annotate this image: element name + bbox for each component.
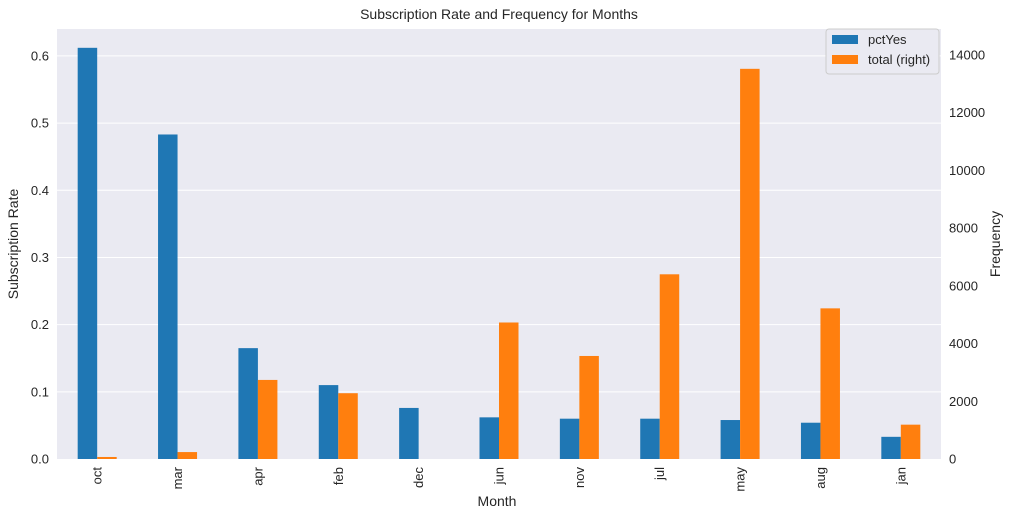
x-tick-label-apr: apr <box>250 466 265 485</box>
bar-total-right-aug <box>820 308 840 459</box>
bar-total-right-jan <box>900 424 921 459</box>
y-right-tick-label-1: 2000 <box>949 394 978 409</box>
bar-pctyes-feb <box>318 385 339 459</box>
chart-title: Subscription Rate and Frequency for Mont… <box>360 6 638 22</box>
bar-total-right-nov <box>579 355 599 459</box>
bar-total-right-feb <box>338 393 358 459</box>
y-right-tick-label-7: 14000 <box>949 47 985 62</box>
y-tick-label-0: 0.0 <box>31 452 49 467</box>
x-tick-label-nov: nov <box>572 467 587 488</box>
y-right-tick-label-2: 4000 <box>949 336 978 351</box>
y-tick-label-3: 0.3 <box>31 250 49 265</box>
legend-swatch-pctyes <box>832 35 858 44</box>
x-tick-label-jun: jun <box>492 467 507 485</box>
x-tick-label-jan: jan <box>893 467 908 485</box>
y-right-tick-label-4: 8000 <box>949 221 978 236</box>
bar-pctyes-apr <box>238 348 258 459</box>
y-tick-label-4: 0.4 <box>31 183 49 198</box>
bar-pctyes-oct <box>77 47 98 459</box>
x-tick-label-feb: feb <box>331 467 346 485</box>
x-tick-label-jul: jul <box>652 467 667 481</box>
y-right-tick-label-6: 12000 <box>949 105 985 120</box>
y-tick-label-2: 0.2 <box>31 317 49 332</box>
right-axis-ticks: 0 2000 4000 6000 8000 10000 12000 14000 <box>949 47 985 466</box>
bar-pctyes-mar <box>158 134 178 459</box>
bar-total-right-jul <box>659 274 680 459</box>
x-tick-label-aug: aug <box>813 467 828 489</box>
legend-label-pctyes: pctYes <box>868 32 907 47</box>
y-axis-label: Subscription Rate <box>5 189 21 300</box>
bar-total-right-may <box>740 68 760 459</box>
y-tick-label-6: 0.6 <box>31 48 49 63</box>
left-axis-ticks: 0.0 0.1 0.2 0.3 0.4 0.5 0.6 <box>31 48 49 466</box>
bar-total-right-mar <box>177 452 198 459</box>
legend: pctYes total (right) <box>825 28 940 75</box>
y-tick-label-5: 0.5 <box>31 116 49 131</box>
x-tick-label-mar: mar <box>170 466 185 489</box>
x-axis-label: Month <box>478 493 517 509</box>
x-axis-ticks: oct mar apr feb dec jun nov jul may aug jan <box>90 466 909 491</box>
bar-pctyes-jun <box>479 417 499 459</box>
bar-total-right-apr <box>257 379 278 459</box>
legend-label-total: total (right) <box>868 52 930 67</box>
bar-pctyes-may <box>720 420 741 459</box>
bar-pctyes-nov <box>559 418 580 459</box>
bars <box>77 47 921 459</box>
y-right-tick-label-3: 6000 <box>949 278 978 293</box>
y-right-tick-label-0: 0 <box>949 452 956 467</box>
x-tick-label-oct: oct <box>90 467 105 485</box>
y-tick-label-1: 0.1 <box>31 384 49 399</box>
bar-total-right-oct <box>97 456 117 459</box>
y-axis-label-right: Frequency <box>987 211 1003 277</box>
bar-pctyes-aug <box>800 422 821 459</box>
legend-swatch-total <box>832 55 858 64</box>
x-tick-label-dec: dec <box>411 467 426 488</box>
bar-total-right-jun <box>499 322 519 459</box>
bar-pctyes-dec <box>399 407 419 459</box>
y-right-tick-label-5: 10000 <box>949 163 985 178</box>
bar-pctyes-jul <box>640 418 660 459</box>
x-tick-label-may: may <box>733 467 748 492</box>
bar-pctyes-jan <box>881 436 901 459</box>
